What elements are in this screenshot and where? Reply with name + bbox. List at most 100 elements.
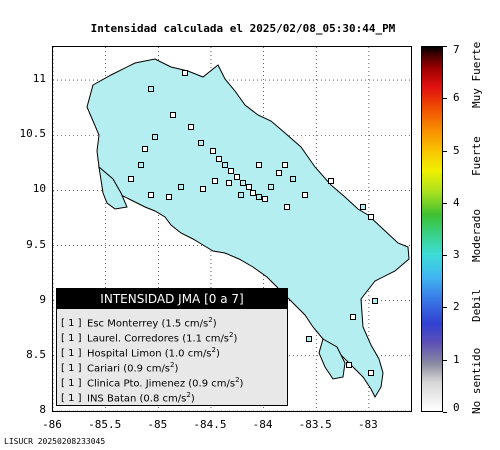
map-title: Intensidad calculada el 2025/02/08_05:30… xyxy=(90,22,396,35)
station-marker[interactable] xyxy=(268,184,274,190)
colorbar-category-label: Moderado xyxy=(470,209,483,262)
legend-header: INTENSIDAD JMA [0 a 7] xyxy=(57,289,287,309)
colorbar-tick-label: 5 xyxy=(453,143,460,157)
colorbar-tick-label: 3 xyxy=(453,248,460,262)
x-tick-label: -85 xyxy=(147,418,168,431)
station-marker[interactable] xyxy=(228,168,234,174)
station-marker[interactable] xyxy=(368,370,374,376)
colorbar-category-label: Fuerte xyxy=(470,136,483,176)
colorbar-tick-mark xyxy=(443,255,447,257)
station-marker[interactable] xyxy=(188,124,194,130)
station-marker[interactable] xyxy=(256,162,262,168)
station-marker[interactable] xyxy=(282,162,288,168)
x-tick-label: -84 xyxy=(252,418,273,431)
station-marker[interactable] xyxy=(372,298,378,304)
legend-item-close: ) xyxy=(212,318,217,330)
station-marker[interactable] xyxy=(306,336,312,342)
station-marker[interactable] xyxy=(250,190,256,196)
y-tick-label: 11 xyxy=(32,72,46,86)
station-marker[interactable] xyxy=(138,162,144,168)
intensity-colorbar xyxy=(421,46,443,412)
station-marker[interactable] xyxy=(152,134,158,140)
legend-item-unit-exponent: 2 xyxy=(170,361,175,369)
station-marker[interactable] xyxy=(346,362,352,368)
legend-item: [ 1 ] INS Batan (0.8 cm/s2) xyxy=(61,388,287,405)
legend-item-level: [ 1 ] xyxy=(61,378,82,390)
legend-item-name: INS Batan xyxy=(87,393,137,405)
legend-item-unit-exponent: 2 xyxy=(235,376,240,384)
colorbar-tick-label: 2 xyxy=(453,300,460,314)
station-marker[interactable] xyxy=(182,70,188,76)
station-marker[interactable] xyxy=(234,174,240,180)
station-markers xyxy=(128,70,378,376)
legend-item-unit-exponent: 2 xyxy=(186,391,191,399)
station-marker[interactable] xyxy=(166,194,172,200)
legend-item-level: [ 1 ] xyxy=(61,318,82,330)
footer-code: LISUCR 20250208233045 xyxy=(4,437,106,446)
colorbar-tick-label: 4 xyxy=(453,195,460,209)
station-marker[interactable] xyxy=(350,314,356,320)
legend-item-close: ) xyxy=(233,333,238,345)
station-marker[interactable] xyxy=(302,192,308,198)
y-tick-label: 10.5 xyxy=(19,127,47,141)
legend-item-name: Laurel. Corredores xyxy=(87,333,180,345)
station-marker[interactable] xyxy=(148,86,154,92)
station-marker[interactable] xyxy=(256,194,262,200)
station-marker[interactable] xyxy=(276,170,282,176)
station-marker[interactable] xyxy=(212,178,218,184)
station-marker[interactable] xyxy=(262,196,268,202)
station-marker[interactable] xyxy=(142,146,148,152)
station-marker[interactable] xyxy=(368,214,374,220)
colorbar-tick-mark xyxy=(443,307,447,309)
legend-item-unit-exponent: 2 xyxy=(208,316,213,324)
legend-item-value: (0.9 cm/s xyxy=(188,378,236,390)
map-canvas xyxy=(53,47,411,411)
legend-item-unit-exponent: 2 xyxy=(211,346,216,354)
legend-item-level: [ 1 ] xyxy=(61,333,82,345)
colorbar-tick-mark xyxy=(443,46,447,47)
station-marker[interactable] xyxy=(210,148,216,154)
colorbar-tick-mark xyxy=(443,359,447,361)
station-marker[interactable] xyxy=(222,162,228,168)
colorbar-tick-mark xyxy=(443,412,447,413)
legend-item-value: (1.5 cm/s xyxy=(161,318,209,330)
y-tick-label: 9.5 xyxy=(26,237,46,251)
station-marker[interactable] xyxy=(290,176,296,182)
station-marker[interactable] xyxy=(360,204,366,210)
legend-item-value: (0.9 cm/s xyxy=(123,363,171,375)
colorbar-tick-mark xyxy=(443,202,447,204)
station-marker[interactable] xyxy=(328,178,334,184)
station-marker[interactable] xyxy=(148,192,154,198)
station-marker[interactable] xyxy=(226,180,232,186)
station-marker[interactable] xyxy=(238,192,244,198)
colorbar-tick-mark xyxy=(443,150,447,152)
legend-item: [ 1 ] Laurel. Corredores (1.1 cm/s2) xyxy=(61,328,287,345)
station-marker[interactable] xyxy=(216,156,222,162)
legend-item-name: Hospital Limon xyxy=(87,348,162,360)
colorbar-category-label: Muy Fuerte xyxy=(470,41,483,108)
station-marker[interactable] xyxy=(284,204,290,210)
colorbar-tick-label: 6 xyxy=(453,91,460,105)
legend-list: [ 1 ] Esc Monterrey (1.5 cm/s2)[ 1 ] Laure… xyxy=(57,309,287,405)
legend-item-name: Cariari xyxy=(87,363,121,375)
station-marker[interactable] xyxy=(128,176,134,182)
station-marker[interactable] xyxy=(170,112,176,118)
legend-item-level: [ 1 ] xyxy=(61,348,82,360)
x-tick-label: -86 xyxy=(42,418,62,431)
colorbar-category-label: No sentido xyxy=(470,347,483,414)
nicoya-peninsula xyxy=(98,165,128,210)
colorbar-gradient xyxy=(422,47,442,411)
station-marker[interactable] xyxy=(240,180,246,186)
legend-item-close: ) xyxy=(174,363,179,375)
legend-item-value: (1.1 cm/s xyxy=(182,333,230,345)
station-marker[interactable] xyxy=(198,140,204,146)
y-tick-label: 8.5 xyxy=(26,347,46,361)
station-marker[interactable] xyxy=(200,186,206,192)
legend-item: [ 1 ] Hospital Limon (1.0 cm/s2) xyxy=(61,343,287,360)
intensity-legend: INTENSIDAD JMA [0 a 7] [ 1 ] Esc Monterre… xyxy=(56,288,288,406)
station-marker[interactable] xyxy=(178,184,184,190)
x-tick-label: -83 xyxy=(357,418,378,431)
x-tick-label: -83.5 xyxy=(298,418,332,431)
station-marker[interactable] xyxy=(246,184,252,190)
colorbar-tick-label: 0 xyxy=(453,401,460,414)
